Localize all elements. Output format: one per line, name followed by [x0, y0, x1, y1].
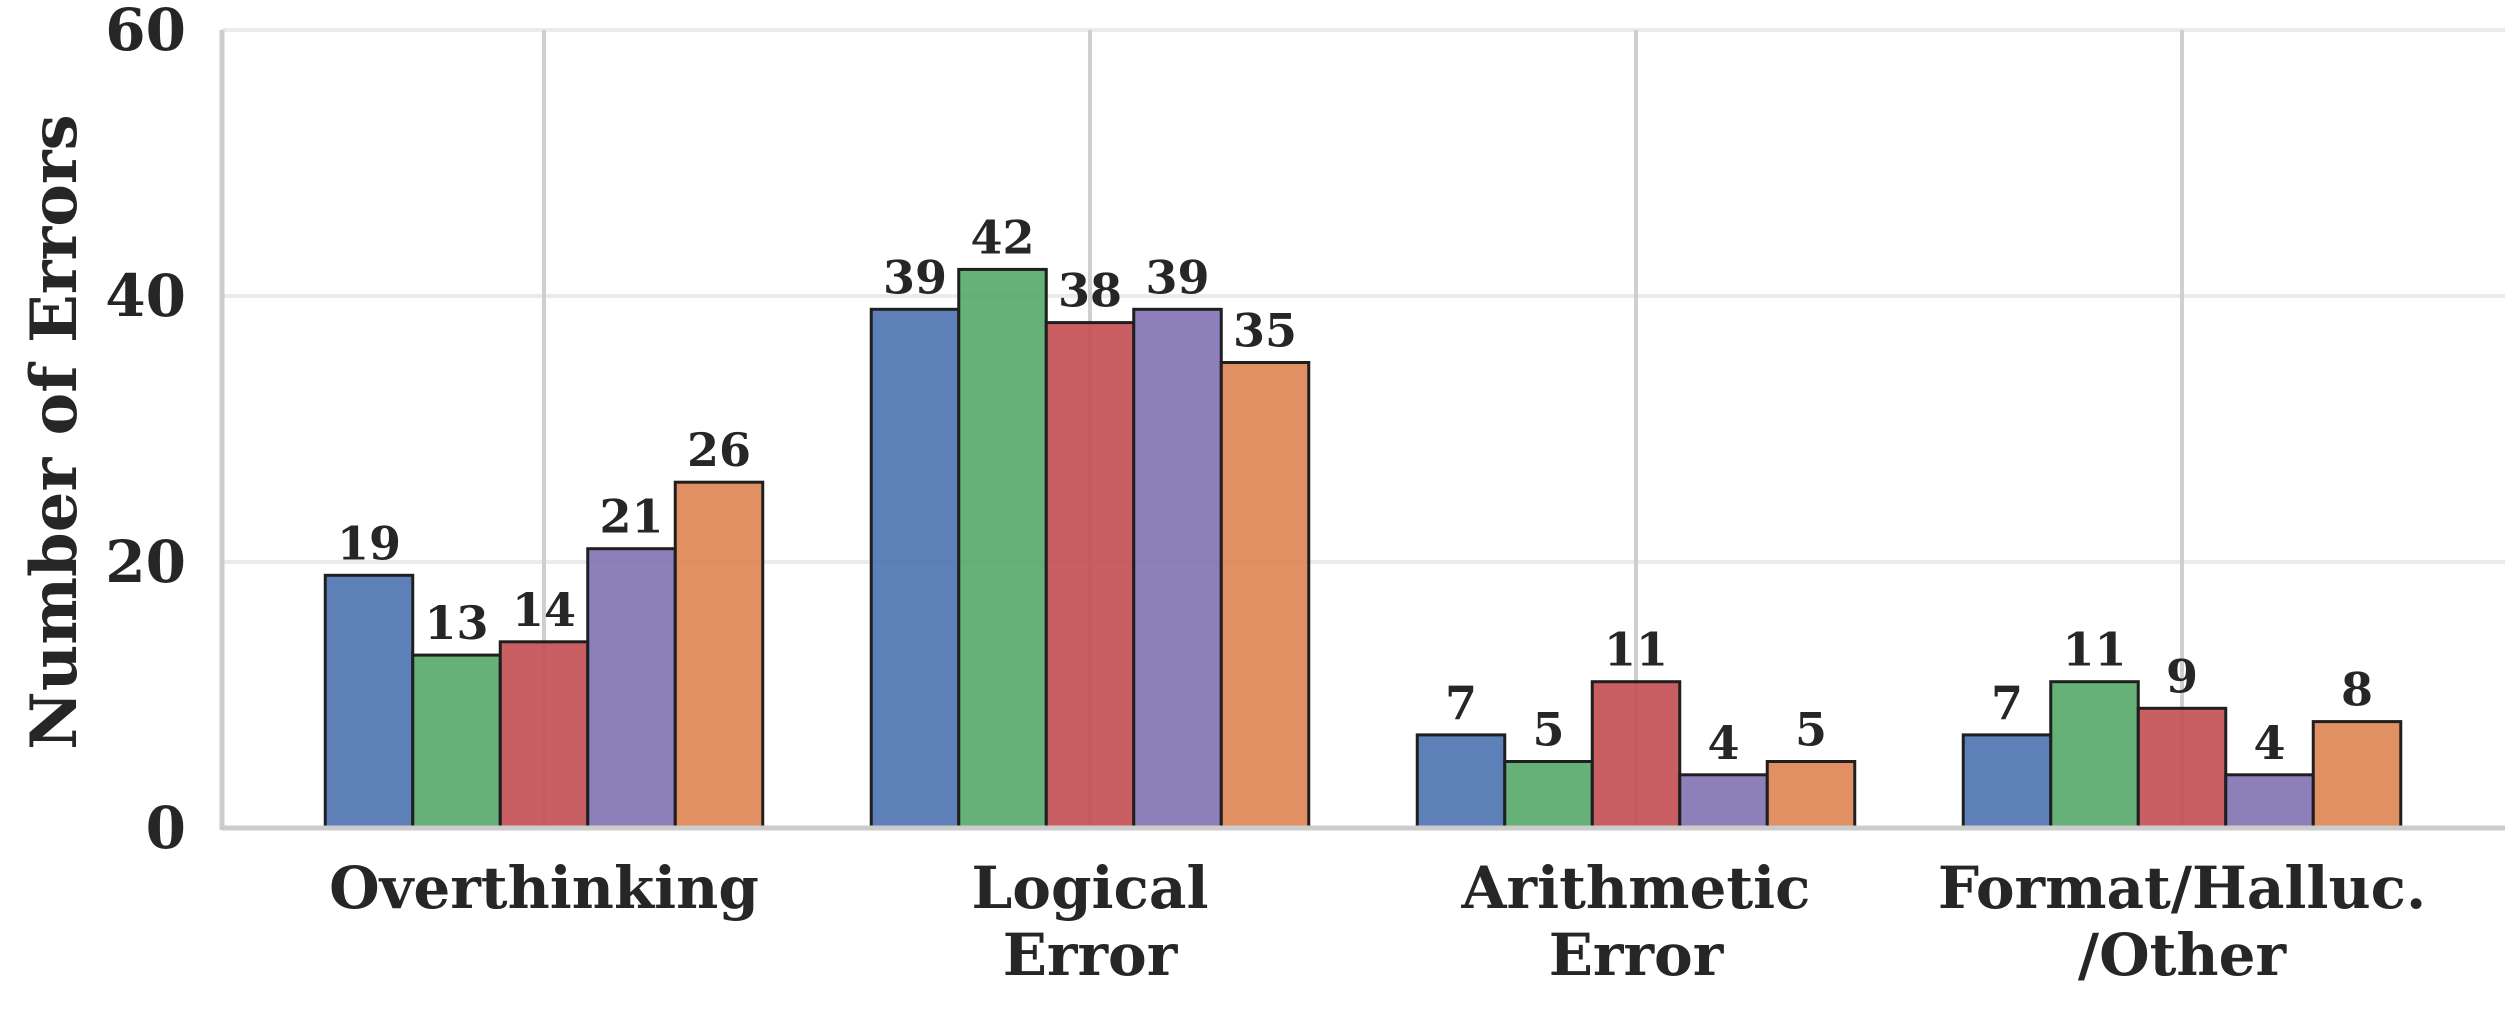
- bar-value-label: 19: [337, 516, 401, 570]
- bar-value-label: 21: [599, 490, 663, 544]
- bar: [2311, 720, 2403, 830]
- bar: [1961, 733, 2053, 830]
- y-tick-label: 20: [105, 528, 186, 596]
- bar: [498, 640, 590, 830]
- bar: [2049, 680, 2140, 830]
- bar: [869, 307, 961, 830]
- x-category-label: /Other: [2078, 921, 2288, 989]
- bars-layer: [323, 267, 2403, 830]
- bar-value-label: 39: [1145, 250, 1209, 304]
- bar: [1219, 361, 1311, 830]
- bar: [957, 267, 1048, 830]
- bar-value-label: 7: [1445, 676, 1477, 730]
- bar: [1590, 680, 1682, 830]
- y-tick-label: 60: [105, 0, 186, 64]
- bar-value-label: 39: [883, 250, 947, 304]
- bar: [2224, 773, 2315, 830]
- bar-value-label: 26: [687, 423, 751, 477]
- y-axis-label: Number of Errors: [17, 114, 92, 749]
- bar: [673, 480, 765, 830]
- bar-value-label: 4: [2253, 716, 2285, 770]
- bar: [1503, 760, 1594, 830]
- x-category-label: Error: [1549, 921, 1725, 989]
- bar-value-label: 8: [2341, 663, 2373, 717]
- bar: [2136, 706, 2228, 830]
- bar-value-label: 7: [1991, 676, 2023, 730]
- x-category-label: Arithmetic: [1461, 854, 1811, 922]
- axes-layer: [219, 30, 2505, 831]
- bar: [1044, 321, 1136, 830]
- bar: [1765, 760, 1857, 830]
- bar-value-label: 38: [1058, 264, 1122, 318]
- bar-value-label: 4: [1707, 716, 1739, 770]
- bar: [1415, 733, 1507, 830]
- bar-value-label: 9: [2166, 649, 2198, 703]
- bar-value-label: 14: [512, 583, 576, 637]
- bar-value-label: 42: [970, 210, 1034, 264]
- bar: [323, 573, 415, 830]
- y-tick-label: 0: [146, 794, 186, 862]
- bar-value-label: 13: [424, 596, 488, 650]
- x-category-label: Error: [1003, 921, 1179, 989]
- x-category-label: Logical: [972, 854, 1209, 922]
- bar-value-label: 35: [1233, 304, 1297, 358]
- bar: [1132, 307, 1223, 830]
- bar: [1678, 773, 1769, 830]
- bar: [411, 653, 502, 830]
- bar-value-label: 11: [1604, 623, 1668, 677]
- bar-value-label: 5: [1795, 703, 1827, 757]
- x-category-label: Overthinking: [329, 854, 759, 922]
- bar: [586, 547, 677, 830]
- labels-layer: 0 20 40 60 19 39 7 7 13 42 5 11 14 38 11 9 21 39 4 4 26 35 5 8 O…: [105, 0, 2426, 989]
- bar-value-label: 11: [2062, 623, 2126, 677]
- x-category-label: Format/Halluc.: [1938, 854, 2426, 922]
- y-tick-label: 40: [105, 262, 186, 330]
- bar-value-label: 5: [1532, 703, 1564, 757]
